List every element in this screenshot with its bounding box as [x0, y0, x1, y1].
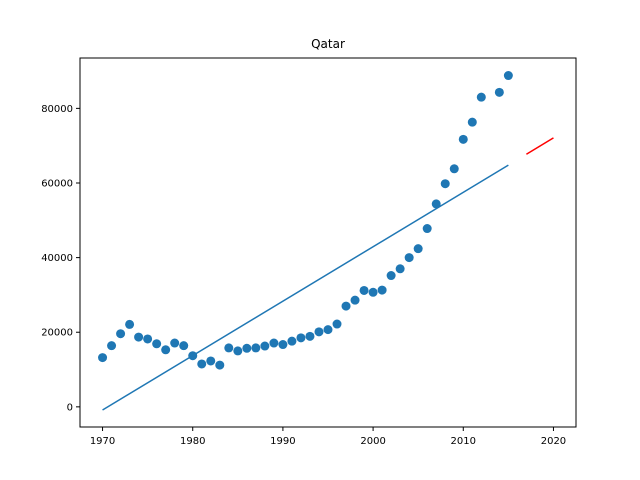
data-point	[179, 341, 189, 351]
data-point	[116, 329, 126, 339]
data-point	[341, 301, 351, 311]
plot-area	[98, 71, 554, 411]
data-point	[107, 341, 117, 351]
data-point	[413, 244, 423, 254]
data-point	[188, 351, 198, 361]
data-point	[251, 343, 261, 353]
data-point	[386, 271, 396, 281]
x-tick-label: 1980	[180, 436, 205, 447]
data-point	[161, 345, 171, 355]
data-point	[404, 253, 414, 263]
y-axis: 0 20000 40000 60000 80000	[41, 104, 80, 413]
data-point	[134, 332, 144, 342]
x-axis: 1970 1980 1990 2000 2010 2020	[90, 427, 566, 447]
data-point	[197, 359, 207, 369]
data-point	[215, 360, 225, 370]
axes-frame	[79, 57, 577, 428]
data-point	[494, 87, 504, 97]
data-point	[287, 336, 297, 346]
data-point	[296, 333, 306, 343]
x-tick-label: 1970	[90, 436, 115, 447]
x-tick-label: 2000	[360, 436, 385, 447]
data-point	[467, 117, 477, 127]
data-point	[377, 285, 387, 295]
data-point	[206, 356, 216, 366]
data-point	[233, 346, 243, 356]
data-point	[440, 179, 450, 189]
data-point	[152, 339, 162, 349]
x-tick-label: 2010	[451, 436, 476, 447]
data-point	[305, 331, 315, 341]
data-point	[368, 287, 378, 297]
forecast-line	[526, 137, 554, 155]
y-tick-label: 80000	[41, 104, 73, 115]
chart-title: Qatar	[311, 37, 345, 51]
data-point	[449, 164, 459, 174]
data-point	[224, 343, 234, 353]
data-point	[503, 71, 513, 81]
data-point	[170, 338, 180, 348]
x-tick-label: 2020	[541, 436, 566, 447]
data-point	[395, 264, 405, 274]
data-point	[350, 295, 360, 305]
data-point	[98, 353, 108, 363]
data-point	[269, 338, 279, 348]
y-tick-label: 20000	[41, 328, 73, 339]
data-point	[422, 224, 432, 234]
y-tick-label: 60000	[41, 178, 73, 189]
data-point	[278, 340, 288, 350]
data-point	[332, 319, 342, 329]
x-tick-label: 1990	[270, 436, 295, 447]
data-point	[359, 285, 369, 295]
trend-line	[102, 164, 509, 411]
y-tick-label: 40000	[41, 253, 73, 264]
data-point	[431, 199, 441, 209]
data-point	[143, 334, 153, 344]
data-point	[476, 92, 486, 102]
y-tick-label: 0	[67, 402, 73, 413]
data-point	[260, 341, 270, 351]
data-point	[458, 134, 468, 144]
data-point	[125, 319, 135, 329]
data-point	[242, 343, 252, 353]
data-point	[314, 327, 324, 337]
data-point	[323, 325, 333, 335]
